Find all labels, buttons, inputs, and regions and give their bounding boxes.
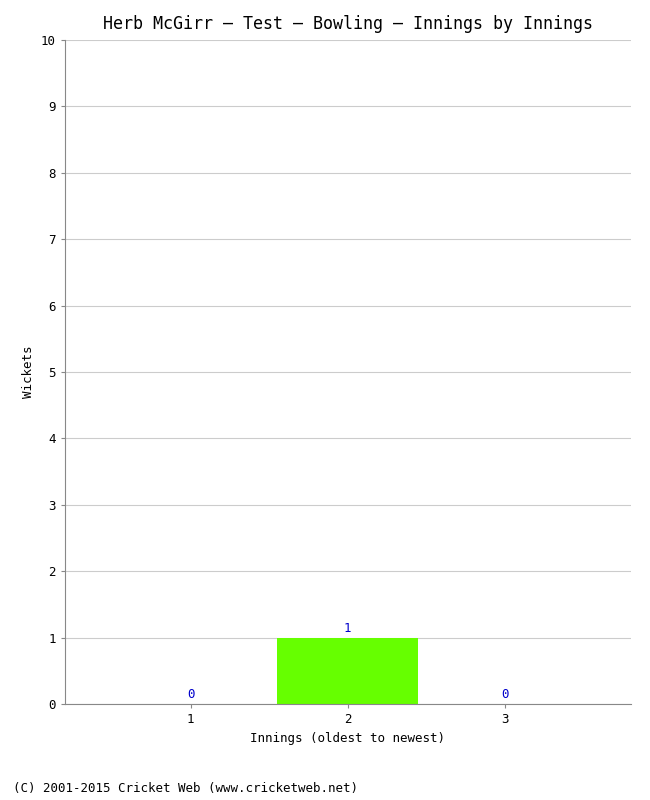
Y-axis label: Wickets: Wickets xyxy=(22,346,35,398)
Text: 1: 1 xyxy=(344,622,352,635)
Text: (C) 2001-2015 Cricket Web (www.cricketweb.net): (C) 2001-2015 Cricket Web (www.cricketwe… xyxy=(13,782,358,795)
Title: Herb McGirr – Test – Bowling – Innings by Innings: Herb McGirr – Test – Bowling – Innings b… xyxy=(103,15,593,33)
Text: 0: 0 xyxy=(187,688,194,702)
X-axis label: Innings (oldest to newest): Innings (oldest to newest) xyxy=(250,731,445,745)
Text: 0: 0 xyxy=(501,688,508,702)
Bar xyxy=(277,638,419,704)
